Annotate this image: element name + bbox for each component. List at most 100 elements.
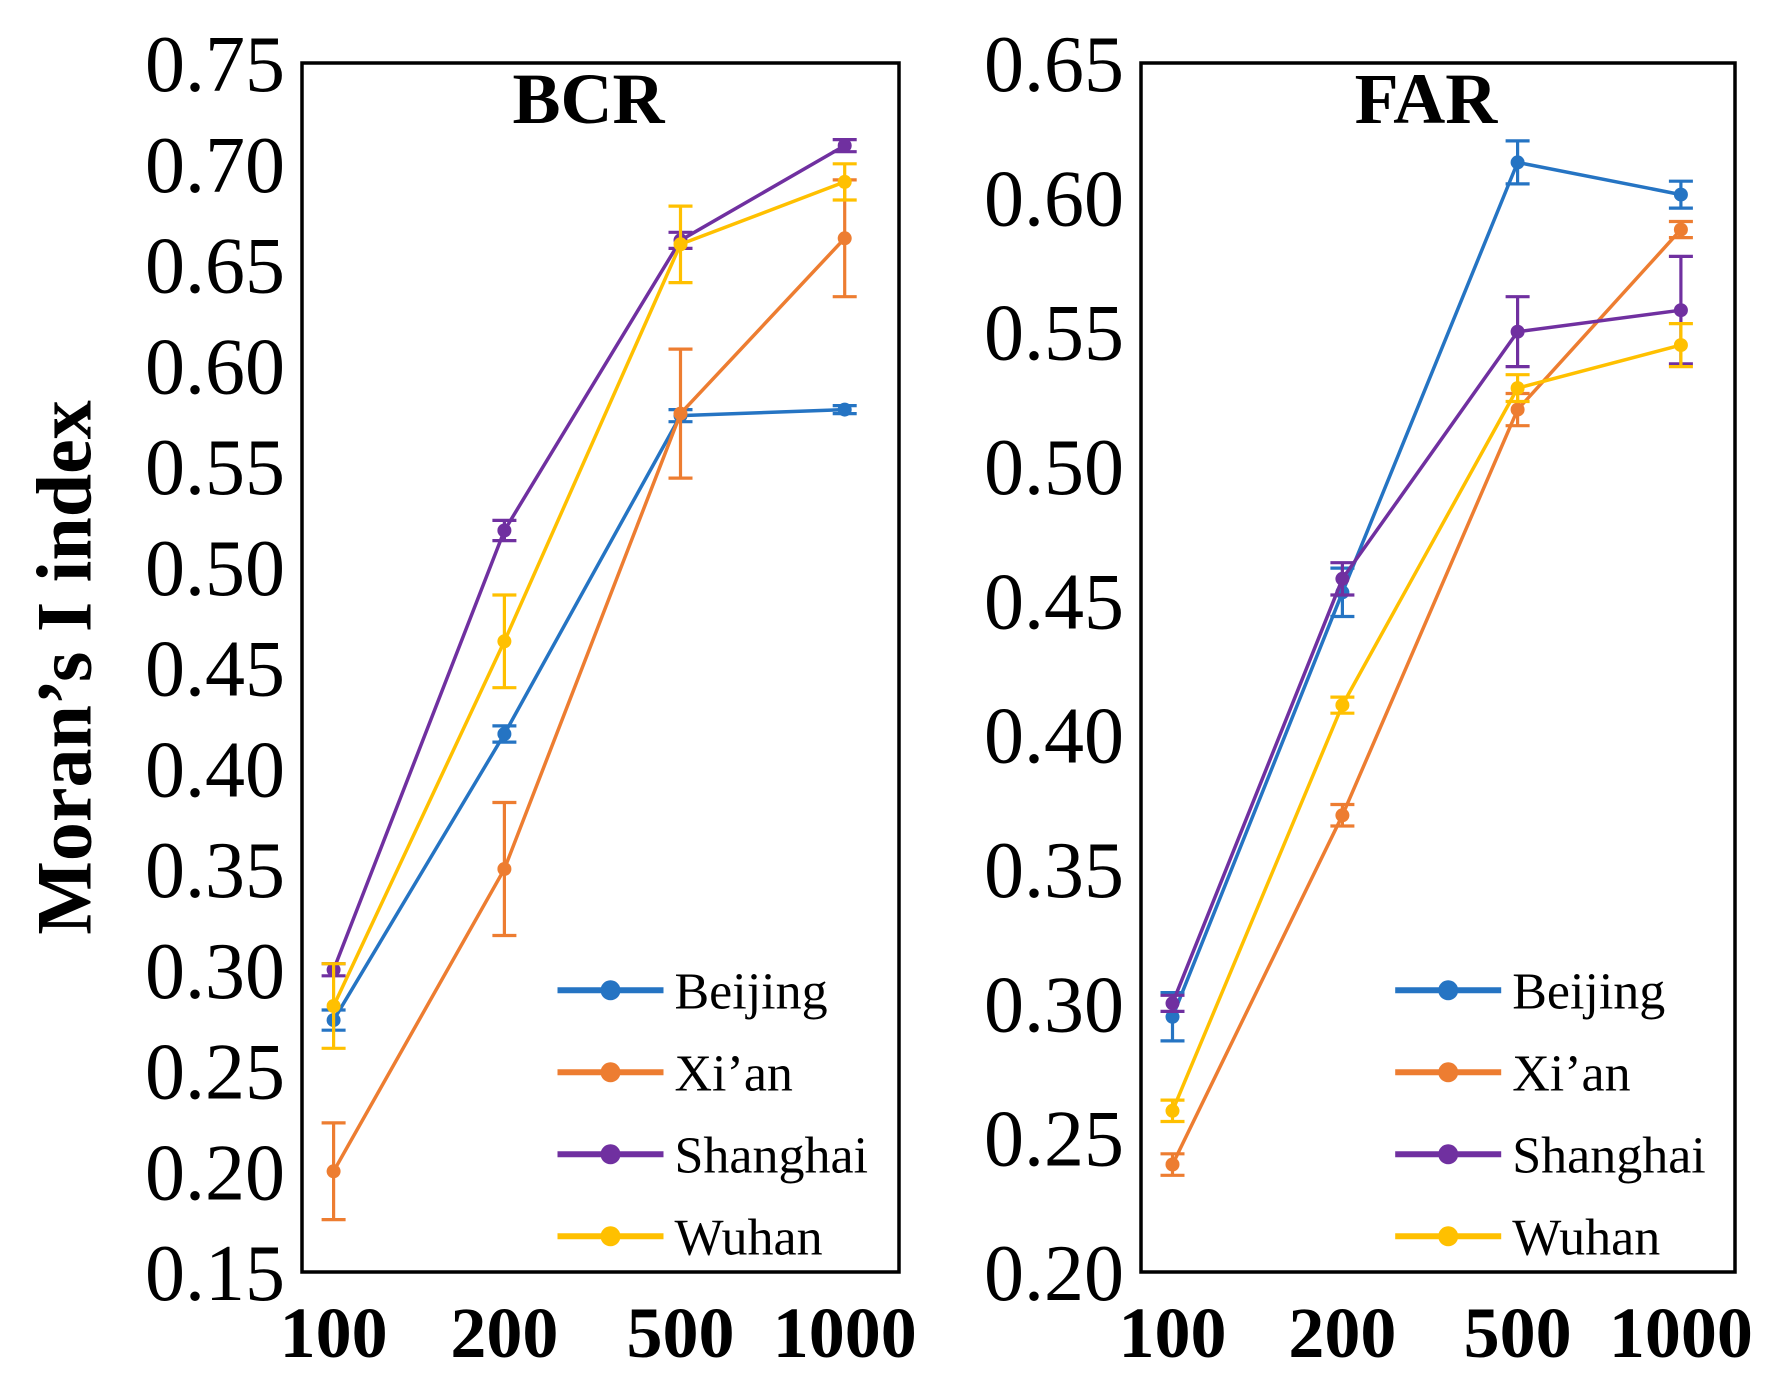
far-beijing-series — [1160, 139, 1693, 1043]
bcr-beijing-point-200 — [497, 727, 512, 741]
bcr-legend-wuhan-entry: Wuhan — [557, 1210, 823, 1267]
bcr-ytick-label-0.35: 0.35 — [145, 827, 285, 915]
bcr-legend-shanghai-label: Shanghai — [675, 1128, 869, 1185]
far-shanghai-point-1000 — [1673, 303, 1688, 318]
far-wuhan-series — [1160, 322, 1693, 1124]
far-ytick-label-0.35: 0.35 — [984, 827, 1124, 915]
bcr-ytick-label-0.60: 0.60 — [145, 323, 285, 411]
far-legend-xi-an-swatch-marker — [1438, 1062, 1459, 1083]
bcr-xi-an-line — [331, 236, 847, 1174]
bcr-ytick-label-0.50: 0.50 — [145, 525, 285, 613]
far-xtick-label-200: 200 — [1288, 1293, 1396, 1373]
bcr-xtick-label-100: 100 — [280, 1293, 388, 1373]
far-plot-frame — [1139, 61, 1737, 1274]
far-ytick-label-0.50: 0.50 — [984, 424, 1124, 512]
bcr-wuhan-point-100 — [326, 999, 341, 1013]
far-shanghai-point-200 — [1335, 571, 1350, 586]
far-xi-an-point-500 — [1510, 402, 1525, 417]
far-legend-xi-an-label: Xi’an — [1512, 1046, 1630, 1103]
bcr-shanghai-line — [331, 143, 847, 972]
far-xi-an-line — [1170, 227, 1683, 1167]
bcr-ytick-label-0.65: 0.65 — [145, 223, 285, 311]
far-beijing-point-1000 — [1673, 187, 1688, 202]
far-wuhan-point-500 — [1510, 381, 1525, 396]
far-xi-an-point-100 — [1165, 1157, 1180, 1172]
bcr-wuhan-point-200 — [497, 634, 512, 649]
far-wuhan-point-200 — [1335, 698, 1350, 713]
bcr-chart: 0.15 0.20 0.25 0.30 0.35 0.40 0.45 0.50 0.55 0.60… — [20, 21, 916, 1373]
far-wuhan-point-100 — [1165, 1103, 1180, 1118]
bcr-plot-frame — [300, 61, 901, 1274]
far-chart-title: FAR — [1355, 59, 1499, 139]
far-ytick-label-0.40: 0.40 — [984, 693, 1124, 781]
bcr-wuhan-line — [331, 180, 847, 1008]
bcr-legend-wuhan-swatch-marker — [600, 1226, 621, 1247]
far-legend-beijing-label: Beijing — [1512, 964, 1665, 1021]
far-beijing-point-100 — [1165, 1009, 1180, 1024]
bcr-legend-xi-an-label: Xi’an — [675, 1046, 793, 1103]
bcr-legend-xi-an-entry: Xi’an — [557, 1046, 793, 1103]
bcr-xi-an-point-200 — [497, 862, 512, 876]
bcr-ytick-label-0.45: 0.45 — [145, 626, 285, 714]
bcr-ytick-label-0.70: 0.70 — [145, 122, 285, 210]
far-legend-beijing-entry: Beijing — [1395, 964, 1665, 1021]
bcr-chart-title: BCR — [512, 59, 665, 139]
bcr-xtick-label-500: 500 — [627, 1293, 735, 1373]
bcr-xtick-label-200: 200 — [450, 1293, 558, 1373]
far-ytick-label-0.65: 0.65 — [984, 21, 1124, 109]
far-ytick-label-0.45: 0.45 — [984, 558, 1124, 646]
far-shanghai-point-500 — [1510, 324, 1525, 339]
bcr-xi-an-point-100 — [326, 1164, 341, 1179]
bcr-y-axis-label: Moran’s I index — [20, 400, 107, 934]
bcr-xi-an-point-1000 — [837, 231, 852, 246]
bcr-legend-shanghai-entry: Shanghai — [557, 1128, 869, 1185]
bcr-shanghai-point-1000 — [837, 138, 852, 153]
bcr-legend-beijing-swatch-marker — [600, 980, 621, 1001]
bcr-ytick-label-0.25: 0.25 — [145, 1029, 285, 1117]
bcr-legend-xi-an-swatch-marker — [600, 1062, 621, 1083]
far-xi-an-point-200 — [1335, 808, 1350, 823]
far-shanghai-series — [1160, 254, 1693, 1014]
far-shanghai-point-100 — [1165, 996, 1180, 1011]
bcr-xi-an-point-500 — [673, 406, 688, 421]
bcr-beijing-series — [321, 402, 857, 1032]
far-legend: Beijing Xi’an Shanghai Wuhan — [1395, 964, 1706, 1267]
far-wuhan-line — [1170, 343, 1683, 1113]
far-ytick-label-0.20: 0.20 — [984, 1230, 1124, 1318]
bcr-beijing-point-1000 — [837, 402, 852, 417]
far-ytick-label-0.55: 0.55 — [984, 290, 1124, 378]
bcr-ytick-label-0.40: 0.40 — [145, 726, 285, 814]
bcr-legend: Beijing Xi’an Shanghai Wuhan — [557, 964, 869, 1267]
far-legend-wuhan-swatch-marker — [1438, 1226, 1459, 1247]
bcr-ytick-label-0.15: 0.15 — [145, 1230, 285, 1318]
far-legend-shanghai-swatch-marker — [1438, 1144, 1459, 1165]
bcr-beijing-line — [331, 407, 847, 1022]
bcr-shanghai-point-200 — [497, 523, 512, 538]
bcr-wuhan-point-500 — [673, 237, 688, 252]
bcr-ytick-label-0.20: 0.20 — [145, 1129, 285, 1217]
far-ytick-label-0.60: 0.60 — [984, 155, 1124, 243]
far-beijing-point-500 — [1510, 155, 1525, 170]
far-legend-shanghai-entry: Shanghai — [1395, 1128, 1706, 1185]
bcr-shanghai-series — [321, 138, 857, 978]
far-beijing-line — [1170, 160, 1683, 1019]
bcr-legend-beijing-entry: Beijing — [557, 964, 828, 1021]
far-ytick-label-0.25: 0.25 — [984, 1096, 1124, 1184]
bcr-xtick-label-1000: 1000 — [773, 1293, 917, 1373]
far-legend-shanghai-label: Shanghai — [1512, 1128, 1706, 1185]
far-xtick-label-1000: 1000 — [1609, 1293, 1753, 1373]
bcr-wuhan-point-1000 — [837, 174, 852, 189]
far-xi-an-point-1000 — [1673, 222, 1688, 237]
far-shanghai-line — [1170, 308, 1683, 1006]
bcr-legend-beijing-label: Beijing — [675, 964, 828, 1021]
bcr-ytick-label-0.75: 0.75 — [145, 21, 285, 109]
bcr-legend-shanghai-swatch-marker — [600, 1144, 621, 1165]
far-legend-wuhan-label: Wuhan — [1512, 1210, 1660, 1267]
bcr-ytick-label-0.55: 0.55 — [145, 424, 285, 512]
far-chart: 0.20 0.25 0.30 0.35 0.40 0.45 0.50 0.55 0.60 0.65… — [984, 21, 1753, 1373]
far-legend-wuhan-entry: Wuhan — [1395, 1210, 1660, 1267]
bcr-wuhan-series — [321, 162, 857, 1050]
bcr-legend-wuhan-label: Wuhan — [675, 1210, 823, 1267]
far-ytick-label-0.30: 0.30 — [984, 961, 1124, 1049]
